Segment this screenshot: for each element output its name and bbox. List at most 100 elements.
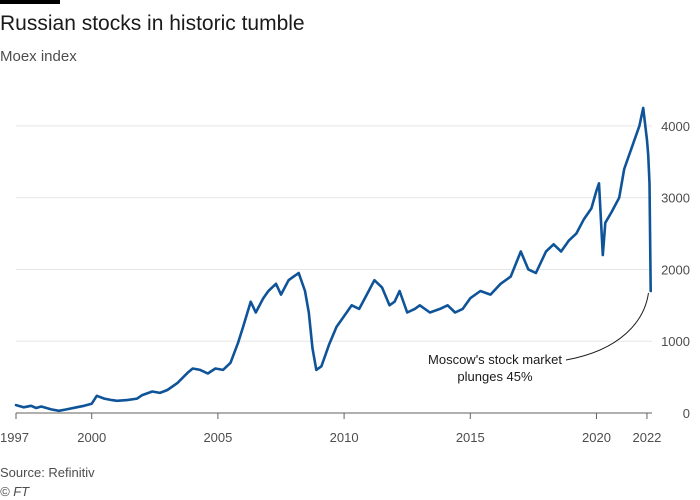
data-point bbox=[328, 344, 330, 346]
data-point bbox=[262, 297, 265, 300]
data-point bbox=[545, 250, 547, 253]
data-point bbox=[446, 304, 449, 307]
data-point bbox=[214, 367, 217, 370]
chart-subtitle: Moex index bbox=[0, 48, 77, 65]
data-point bbox=[527, 268, 530, 271]
data-point bbox=[90, 402, 93, 405]
data-point bbox=[623, 168, 625, 170]
data-point bbox=[141, 394, 143, 396]
data-point bbox=[414, 308, 416, 310]
data-point bbox=[604, 222, 607, 224]
data-point bbox=[598, 182, 600, 185]
annotation-text: plunges 45% bbox=[457, 369, 533, 384]
data-point bbox=[646, 139, 648, 141]
data-point bbox=[35, 407, 37, 409]
data-point bbox=[419, 304, 421, 307]
data-point bbox=[535, 272, 537, 274]
y-tick-label: 1000 bbox=[661, 334, 690, 349]
data-point bbox=[186, 372, 189, 374]
ft-credit: © FT bbox=[0, 484, 30, 499]
data-point bbox=[642, 107, 644, 109]
data-point bbox=[75, 406, 78, 409]
data-point bbox=[275, 283, 277, 285]
data-point bbox=[610, 211, 613, 213]
x-tick-label: 2010 bbox=[330, 430, 359, 445]
data-point bbox=[304, 290, 306, 292]
data-point bbox=[280, 293, 282, 296]
data-point bbox=[151, 390, 154, 393]
annotation-leader-line bbox=[565, 292, 649, 361]
data-point bbox=[30, 405, 32, 407]
y-tick-label: 4000 bbox=[661, 119, 690, 134]
data-point bbox=[311, 347, 314, 350]
x-tick-label: 2005 bbox=[203, 430, 232, 445]
data-point bbox=[439, 308, 441, 310]
data-point bbox=[199, 369, 201, 371]
data-point bbox=[366, 293, 368, 296]
data-point bbox=[461, 308, 464, 310]
y-tick-label: 2000 bbox=[661, 262, 690, 277]
data-point bbox=[255, 311, 257, 314]
data-point bbox=[111, 399, 113, 401]
data-point bbox=[249, 300, 252, 303]
data-point bbox=[229, 362, 232, 364]
data-point bbox=[308, 311, 310, 314]
data-point bbox=[590, 207, 593, 210]
data-point bbox=[499, 283, 502, 285]
x-tick-label: 2022 bbox=[632, 430, 661, 445]
data-point bbox=[320, 365, 323, 368]
data-point bbox=[237, 341, 239, 344]
data-point bbox=[136, 397, 138, 400]
data-point bbox=[388, 304, 391, 307]
data-point bbox=[560, 250, 562, 253]
source-note: Source: Refinitiv bbox=[0, 465, 95, 480]
data-point bbox=[58, 410, 60, 412]
data-point bbox=[479, 290, 482, 292]
data-point bbox=[207, 372, 209, 375]
annotation-text: Moscow's stock market bbox=[428, 352, 562, 367]
data-point bbox=[22, 406, 25, 409]
data-point bbox=[509, 275, 512, 278]
x-tick-label: 2020 bbox=[582, 430, 611, 445]
x-tick-label: 2000 bbox=[77, 430, 106, 445]
data-point bbox=[649, 290, 652, 292]
x-tick-label: 2015 bbox=[456, 430, 485, 445]
data-point bbox=[166, 389, 169, 391]
chart-title: Russian stocks in historic tumble bbox=[0, 12, 305, 35]
data-point bbox=[96, 395, 98, 397]
data-point bbox=[50, 408, 53, 411]
data-point bbox=[638, 125, 641, 127]
data-point bbox=[647, 153, 649, 156]
data-point bbox=[520, 250, 522, 253]
data-point bbox=[222, 369, 224, 371]
data-point bbox=[552, 243, 555, 246]
data-point bbox=[65, 408, 68, 411]
ft-brand-bar bbox=[0, 0, 60, 4]
data-point bbox=[618, 196, 620, 199]
data-point bbox=[648, 182, 651, 185]
data-point bbox=[406, 311, 409, 314]
y-tick-label: 3000 bbox=[661, 191, 690, 206]
data-point bbox=[381, 286, 383, 289]
data-point bbox=[489, 293, 492, 296]
data-point bbox=[631, 146, 633, 149]
data-point bbox=[292, 275, 295, 278]
data-point bbox=[159, 392, 161, 394]
data-point bbox=[287, 279, 290, 282]
data-point bbox=[83, 405, 85, 407]
data-point bbox=[15, 404, 17, 406]
data-point bbox=[191, 367, 194, 370]
data-point bbox=[343, 315, 345, 317]
data-point bbox=[583, 218, 585, 220]
data-point bbox=[393, 300, 396, 303]
data-point bbox=[350, 304, 353, 307]
data-point bbox=[116, 400, 118, 402]
data-point bbox=[335, 326, 338, 328]
data-point bbox=[469, 297, 472, 300]
y-tick-label: 0 bbox=[683, 406, 690, 421]
data-point bbox=[567, 239, 570, 242]
data-point bbox=[267, 290, 270, 292]
data-point bbox=[398, 290, 401, 292]
data-point bbox=[176, 382, 179, 384]
